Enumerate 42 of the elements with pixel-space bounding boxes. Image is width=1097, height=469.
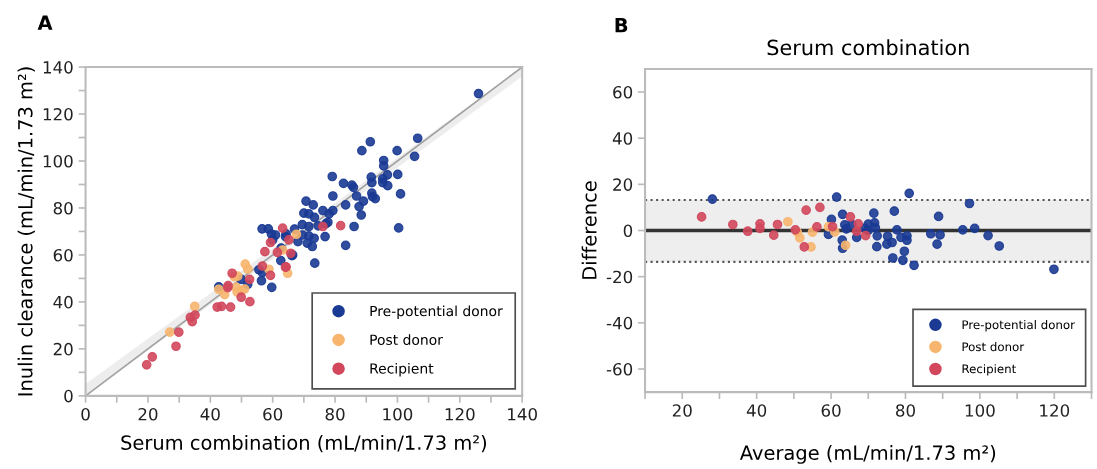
- x-tick-label: 60: [821, 404, 841, 417]
- x-tick-label: 120: [445, 407, 475, 421]
- y-tick-label: 20: [613, 178, 633, 191]
- text: A: [37, 15, 53, 30]
- x-tick-label: 120: [1040, 404, 1070, 417]
- x-tick-label: 80: [896, 404, 915, 417]
- y-tick-label: -60: [606, 362, 633, 376]
- x-tick-label: 140: [508, 407, 537, 421]
- y-tick-label: 120: [43, 108, 73, 121]
- x-axis-title: Serum combination (mL/min/1.73 m²): [121, 434, 487, 453]
- y-tick-label: 140: [43, 61, 73, 74]
- x-tick-label: 40: [200, 407, 220, 421]
- legend-label: Post donor: [370, 334, 443, 345]
- chart-title: Serum combination: [767, 39, 969, 56]
- x-tick-label: 40: [746, 404, 767, 417]
- y-tick-label: 40: [612, 132, 633, 145]
- y-tick-label: 60: [53, 248, 73, 262]
- text: B: [615, 18, 628, 33]
- y-tick-label: -40: [606, 316, 633, 330]
- x-tick-label: 100: [383, 407, 413, 421]
- y-tick-label: 20: [53, 342, 73, 356]
- y-tick-label: -20: [606, 270, 633, 284]
- x-axis-title: Average (mL/min/1.73 m²): [739, 445, 996, 464]
- x-tick-label: 20: [672, 404, 692, 417]
- y-tick-label: 40: [53, 295, 73, 309]
- y-axis-title: Inulin clearance (mL/min/1.73 m²): [17, 67, 35, 396]
- y-axis-title: Difference: [581, 181, 597, 279]
- legend-label: Pre-potential donor: [370, 305, 503, 319]
- x-tick-label: 100: [965, 404, 995, 417]
- y-tick-label: 0: [64, 389, 73, 403]
- y-tick-label: 60: [613, 85, 633, 99]
- legend-label: Pre-potential donor: [962, 320, 1075, 332]
- legend-label: Post donor: [962, 342, 1025, 352]
- y-tick-label: 100: [43, 154, 73, 168]
- legend-label: Recipient: [370, 362, 434, 377]
- y-tick-label: 0: [623, 224, 633, 238]
- x-tick-label: 20: [138, 407, 158, 421]
- x-tick-label: 80: [325, 407, 345, 421]
- y-tick-label: 80: [53, 201, 73, 215]
- x-tick-label: 60: [263, 407, 283, 421]
- x-tick-label: 0: [81, 407, 90, 421]
- legend-label: Recipient: [962, 364, 1016, 376]
